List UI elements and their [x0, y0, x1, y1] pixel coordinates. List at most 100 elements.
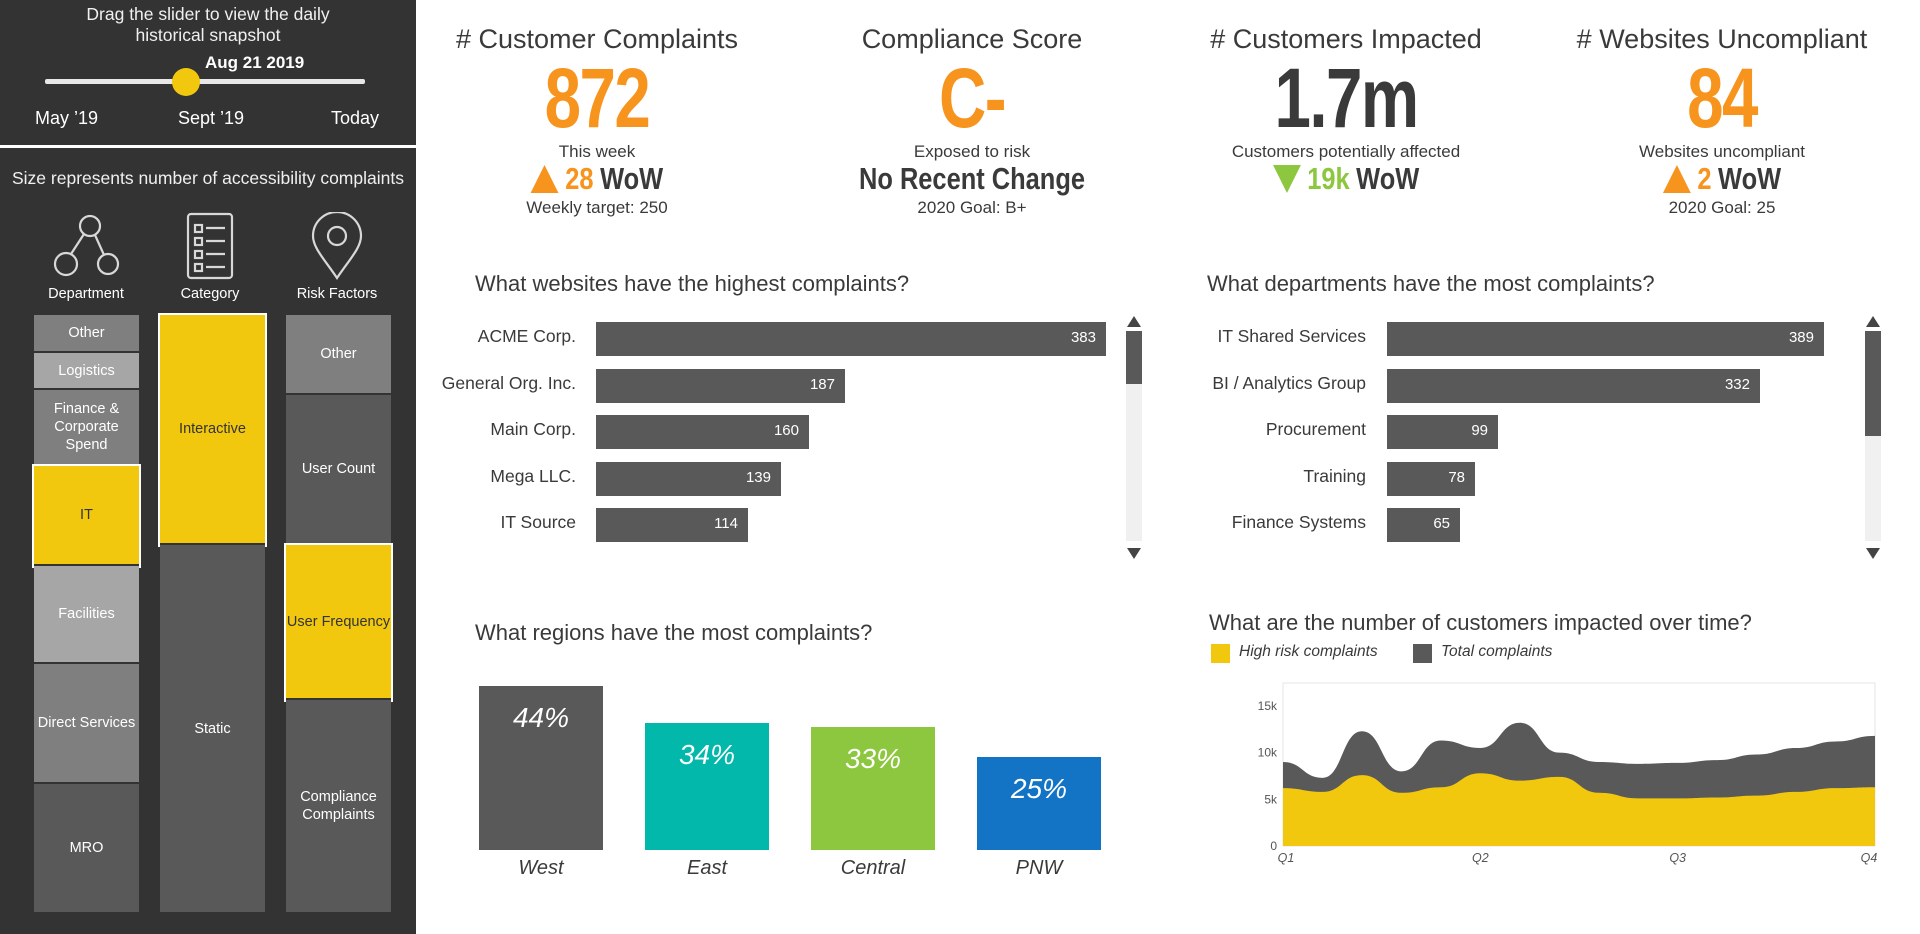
date-slider-track[interactable] — [45, 79, 365, 84]
websites-scrollbar-thumb[interactable] — [1126, 331, 1142, 384]
kpi-wow-value: 2 — [1697, 161, 1712, 196]
bar-category-label: IT Source — [500, 512, 576, 532]
bar[interactable]: 389 — [1387, 322, 1824, 356]
dept-tile[interactable]: IT — [32, 464, 141, 568]
kpi-title: # Websites Uncompliant — [1576, 24, 1868, 54]
departments-scroll-up-arrow[interactable] — [1866, 316, 1880, 327]
bar-category-label: Training — [1303, 465, 1366, 486]
risk-tile[interactable]: Other — [286, 315, 391, 395]
dept-tile[interactable]: MRO — [34, 784, 139, 914]
region-name-label: East — [686, 857, 728, 879]
region-bar[interactable] — [977, 757, 1101, 850]
dept-tile[interactable]: Logistics — [34, 353, 139, 390]
category-column-header: Category — [147, 212, 273, 302]
department-label: Department — [48, 286, 124, 302]
legend-label-high-risk: High risk complaints — [1239, 643, 1378, 660]
bar[interactable]: 114 — [596, 508, 748, 542]
websites-chart-title: What websites have the highest complaint… — [475, 271, 910, 296]
bar-value-label: 187 — [809, 375, 835, 393]
risk-tile[interactable]: User Frequency — [284, 543, 393, 702]
bar[interactable]: 65 — [1387, 508, 1460, 542]
kpi-wow-value: 28 — [565, 161, 594, 196]
y-tick-label: 15k — [1258, 699, 1278, 713]
region-name-label: West — [518, 857, 564, 879]
x-tick-label: Q4 — [1861, 851, 1878, 865]
kpi-wow-suffix: WoW — [600, 161, 664, 196]
bar-category-label: General Org. Inc. — [441, 372, 576, 393]
dept-tile[interactable]: Direct Services — [34, 664, 139, 784]
cat-tile[interactable]: Interactive — [158, 313, 267, 547]
kpi-status: No Recent Change — [858, 161, 1085, 196]
bar-category-label: ACME Corp. — [477, 326, 576, 346]
region-name-label: Central — [840, 857, 906, 879]
bar[interactable]: 383 — [596, 322, 1106, 356]
kpi-wow-suffix: WoW — [1356, 161, 1420, 196]
slider-current-date: Aug 21 2019 — [205, 53, 305, 72]
risk-tile[interactable]: Compliance Complaints — [286, 700, 391, 914]
trend-up-icon — [1662, 165, 1691, 193]
x-tick-label: Q3 — [1669, 851, 1686, 865]
treemap-size-note: Size represents number of accessibility … — [12, 168, 404, 188]
area-series-high-risk-complaints[interactable] — [1283, 773, 1875, 846]
departments-scrollbar-thumb[interactable] — [1865, 331, 1881, 436]
kpi-wow-value: 19k — [1307, 161, 1350, 196]
bar-value-label: 114 — [714, 515, 738, 532]
bar[interactable]: 332 — [1387, 368, 1760, 403]
trend-down-icon — [1272, 165, 1301, 193]
region-bar[interactable] — [811, 727, 935, 850]
departments-scroll-down-arrow[interactable] — [1866, 548, 1880, 559]
dept-tile[interactable]: Finance & Corporate Spend — [34, 390, 139, 466]
kpi-subtitle: Websites uncompliant — [1639, 142, 1805, 161]
risk-tile[interactable]: User Count — [286, 395, 391, 545]
kpi-subtitle: Exposed to risk — [913, 142, 1031, 161]
divider — [0, 145, 416, 148]
bar[interactable]: 139 — [596, 461, 781, 496]
bar[interactable]: 99 — [1387, 415, 1498, 449]
kpi-wow: 19k WoW — [1215, 162, 1477, 196]
bar[interactable]: 78 — [1387, 461, 1475, 496]
department-column-header: Department — [23, 212, 149, 302]
dept-tile[interactable]: Other — [34, 315, 139, 353]
slider-instructions-line2: historical snapshot — [135, 25, 281, 45]
kpi-title: # Customers Impacted — [1210, 24, 1482, 54]
websites-scroll-down-arrow[interactable] — [1127, 548, 1141, 559]
bar[interactable]: 187 — [596, 368, 845, 403]
legend-swatch-high-risk — [1211, 644, 1230, 663]
kpi-websites-uncompliant: # Websites Uncompliant 84 Websites uncom… — [1562, 24, 1882, 218]
bar[interactable]: 160 — [596, 415, 809, 449]
region-name-label: PNW — [1015, 857, 1063, 879]
bar-value-label: 160 — [773, 422, 799, 439]
dept-tile[interactable]: Facilities — [34, 566, 139, 664]
kpi-customers-impacted: # Customers Impacted 1.7m Customers pote… — [1186, 24, 1506, 196]
date-slider-thumb[interactable] — [172, 68, 200, 96]
region-bar[interactable] — [479, 686, 603, 850]
kpi-customer-complaints: # Customer Complaints 872 This week 28 W… — [437, 24, 757, 218]
bar-value-label: 389 — [1788, 329, 1814, 346]
slider-tick-start: May ’19 — [35, 108, 99, 128]
bar-category-label: Procurement — [1265, 419, 1366, 439]
kpi-value: C- — [938, 51, 1007, 145]
kpi-title: Compliance Score — [861, 24, 1083, 54]
kpi-note: 2020 Goal: B+ — [917, 198, 1027, 217]
region-percent-label: 44% — [512, 702, 570, 733]
risk-factors-column-header: Risk Factors — [274, 212, 400, 302]
departments-chart-title: What departments have the most complaint… — [1207, 271, 1655, 296]
bar-value-label: 139 — [745, 468, 771, 486]
region-percent-label: 34% — [678, 739, 736, 770]
legend-swatch-total — [1413, 644, 1432, 663]
x-tick-label: Q1 — [1278, 851, 1295, 865]
kpi-subtitle: Customers potentially affected — [1231, 142, 1461, 161]
y-tick-label: 0 — [1270, 839, 1277, 853]
websites-scroll-up-arrow[interactable] — [1127, 316, 1141, 327]
cat-tile[interactable]: Static — [160, 545, 265, 914]
bar-category-label: Main Corp. — [490, 419, 576, 439]
y-tick-label: 5k — [1264, 792, 1278, 806]
kpi-note: Weekly target: 250 — [526, 198, 668, 217]
kpi-value: 1.7m — [1274, 51, 1419, 145]
legend-label-total: Total complaints — [1441, 643, 1553, 660]
kpi-subtitle: This week — [558, 142, 636, 161]
region-bar[interactable] — [645, 723, 769, 850]
filter-panel: Drag the slider to view the daily histor… — [0, 0, 416, 934]
bar-category-label: Finance Systems — [1231, 512, 1366, 532]
x-tick-label: Q2 — [1472, 851, 1489, 865]
